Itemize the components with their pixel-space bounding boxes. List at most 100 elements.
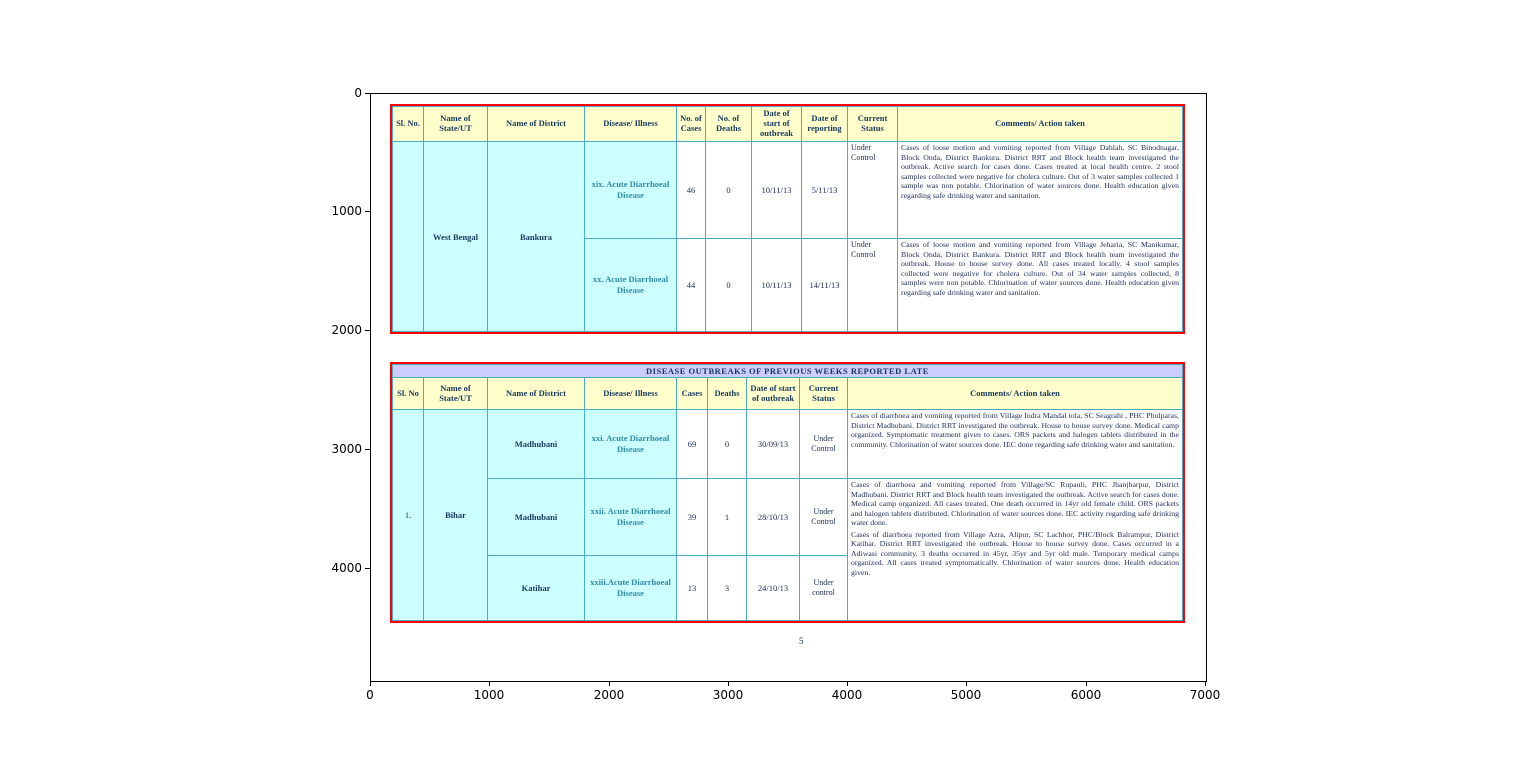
header-date-start: Date of start of outbreak [746, 377, 800, 410]
y-tick-label: 0 [354, 86, 362, 100]
table-row: xx. Acute Diarrhoeal Disease 44 0 10/11/… [393, 238, 1183, 332]
status-cell: Under Control [847, 238, 898, 332]
disease-cell: xxiii.Acute Diarrhoeal Disease [584, 555, 677, 621]
state-cell: West Bengal [423, 141, 488, 332]
x-tick-mark [370, 681, 371, 686]
y-tick-label: 3000 [331, 442, 362, 456]
x-tick-mark [966, 681, 967, 686]
header-cases: No. of Cases [676, 106, 706, 142]
header-comments: Comments/ Action taken [847, 377, 1183, 410]
date-start-cell: 10/11/13 [751, 238, 802, 332]
table-header-row: Sl. No Name of State/UT Name of District… [392, 377, 1183, 410]
y-tick-mark [365, 330, 370, 331]
x-tick-label: 5000 [950, 688, 982, 702]
status-cell: Under Control [799, 478, 848, 556]
cases-cell: 13 [676, 555, 708, 621]
header-state: Name of State/UT [423, 377, 488, 410]
date-report-cell: 14/11/13 [801, 238, 848, 332]
x-tick-label: 3000 [712, 688, 744, 702]
header-date-report: Date of reporting [801, 106, 848, 142]
header-sl-no: Sl. No. [392, 106, 424, 142]
header-deaths: Deaths [707, 377, 747, 410]
x-tick-label: 7000 [1189, 688, 1221, 702]
table-row: Madhubani xxii. Acute Diarrhoeal Disease… [393, 478, 1183, 621]
cases-cell: 44 [676, 238, 706, 332]
header-district: Name of District [487, 106, 585, 142]
x-tick-mark [489, 681, 490, 686]
header-deaths: No. of Deaths [705, 106, 752, 142]
y-tick-mark [365, 449, 370, 450]
cases-cell: 39 [676, 478, 708, 556]
deaths-cell: 3 [707, 555, 747, 621]
district-cell: Madhubani [487, 409, 585, 479]
late-table-title: DISEASE OUTBREAKS OF PREVIOUS WEEKS REPO… [392, 364, 1183, 378]
date-start-cell: 10/11/13 [751, 141, 802, 239]
comments-paragraph: Cases of diarrhoea and vomiting reported… [851, 480, 1179, 527]
x-tick-label: 6000 [1070, 688, 1102, 702]
disease-cell: xix. Acute Diarrhoeal Disease [584, 141, 677, 239]
date-start-cell: 24/10/13 [746, 555, 800, 621]
sl-no-cell: 1. [392, 409, 424, 621]
table-row: West Bengal Bankura xix. Acute Diarrhoea… [392, 141, 1183, 332]
header-disease: Disease/ Illness [584, 377, 677, 410]
disease-cell: xxii. Acute Diarrhoeal Disease [584, 478, 677, 556]
y-tick-label: 4000 [331, 561, 362, 575]
date-start-cell: 30/09/13 [746, 409, 800, 479]
status-cell: Under control [799, 555, 848, 621]
deaths-cell: 1 [707, 478, 747, 556]
y-tick-mark [365, 211, 370, 212]
x-tick-label: 0 [366, 688, 374, 702]
district-cell: Madhubani [487, 478, 585, 556]
status-cell: Under Control [799, 409, 848, 479]
district-cell: Katihar [487, 555, 585, 621]
y-tick-label: 1000 [331, 204, 362, 218]
header-sl-no: Sl. No [392, 377, 424, 410]
header-state: Name of State/UT [423, 106, 488, 142]
header-cases: Cases [676, 377, 708, 410]
x-tick-mark [847, 681, 848, 686]
plot-area: Sl. No. Name of State/UT Name of Distric… [370, 93, 1207, 682]
outbreak-table: Sl. No. Name of State/UT Name of Distric… [390, 104, 1185, 334]
disease-cell: xx. Acute Diarrhoeal Disease [584, 238, 677, 332]
x-tick-label: 2000 [593, 688, 625, 702]
comments-cell: Cases of loose motion and vomiting repor… [897, 141, 1183, 239]
state-cell: Bihar [423, 409, 488, 621]
x-tick-label: 4000 [831, 688, 863, 702]
comments-cell: Cases of loose motion and vomiting repor… [897, 238, 1183, 332]
x-tick-mark [728, 681, 729, 686]
y-tick-mark [365, 93, 370, 94]
header-district: Name of District [487, 377, 585, 410]
x-tick-mark [609, 681, 610, 686]
y-tick-label: 2000 [331, 323, 362, 337]
district-cell: Bankura [487, 141, 585, 332]
deaths-cell: 0 [705, 141, 752, 239]
y-tick-mark [365, 568, 370, 569]
header-disease: Disease/ Illness [584, 106, 677, 142]
table-banner-row: DISEASE OUTBREAKS OF PREVIOUS WEEKS REPO… [392, 364, 1183, 378]
x-tick-label: 1000 [473, 688, 505, 702]
status-cell: Under Control [847, 141, 898, 239]
table-header-row: Sl. No. Name of State/UT Name of Distric… [392, 106, 1183, 142]
comments-paragraph: Cases of diarrhoea reported from Village… [851, 529, 1179, 577]
cases-cell: 46 [676, 141, 706, 239]
deaths-cell: 0 [705, 238, 752, 332]
cases-cell: 69 [676, 409, 708, 479]
table-row: 1. Bihar Madhubani xxi. Acute Diarrhoeal… [392, 409, 1183, 621]
comments-cell: Cases of diarrhoea and vomiting reported… [847, 478, 1183, 621]
date-report-cell: 5/11/13 [801, 141, 848, 239]
x-tick-mark [1205, 681, 1206, 686]
late-outbreak-table: DISEASE OUTBREAKS OF PREVIOUS WEEKS REPO… [390, 362, 1185, 623]
header-status: Current Status [847, 106, 898, 142]
x-tick-mark [1086, 681, 1087, 686]
date-start-cell: 28/10/13 [746, 478, 800, 556]
deaths-cell: 0 [707, 409, 747, 479]
comments-cell: Cases of diarrhoea and vomiting reported… [847, 409, 1183, 479]
page-number: 5 [799, 636, 804, 646]
header-comments: Comments/ Action taken [897, 106, 1183, 142]
sl-no-cell [392, 141, 424, 332]
header-date-start: Date of start of outbreak [751, 106, 802, 142]
disease-cell: xxi. Acute Diarrhoeal Disease [584, 409, 677, 479]
header-status: Current Status [799, 377, 848, 410]
table-row: Katihar xxiii.Acute Diarrhoeal Disease 1… [393, 555, 1183, 621]
